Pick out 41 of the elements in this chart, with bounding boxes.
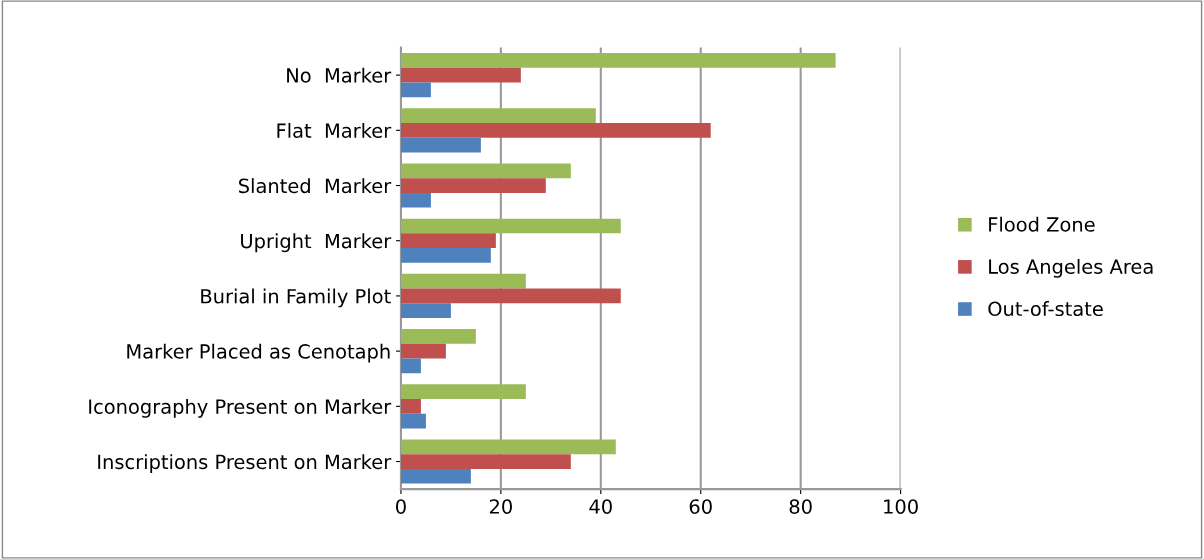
x-tick-label: 80 xyxy=(789,499,812,514)
bar xyxy=(400,439,616,455)
bar xyxy=(400,329,476,344)
legend-label: Los Angeles Area xyxy=(989,258,1153,278)
y-tick-label: Burial in Family Plot xyxy=(201,288,391,308)
y-tick-label: Iconography Present on Marker xyxy=(89,398,392,418)
x-tick-label: 20 xyxy=(489,499,512,514)
y-tick-label: Marker Placed as Cenotaph xyxy=(127,343,390,363)
y-tick-label: Slanted Marker xyxy=(239,178,392,194)
y-tick-label: No Marker xyxy=(287,67,392,83)
bar xyxy=(400,108,596,123)
bar xyxy=(400,67,521,83)
legend-label: Flood Zone xyxy=(989,216,1095,232)
legend-label: Out-of-state xyxy=(988,301,1103,317)
bar xyxy=(400,273,526,289)
bar xyxy=(400,122,711,138)
bar xyxy=(400,358,421,374)
y-tick-label: Upright Marker xyxy=(241,233,392,253)
x-tick-label: 40 xyxy=(589,499,612,514)
bar xyxy=(400,468,471,484)
bar xyxy=(400,303,451,318)
bar xyxy=(400,384,526,399)
y-tick-label: Inscriptions Present on Marker xyxy=(98,454,392,473)
y-tick-label: Flat Marker xyxy=(277,122,392,138)
bar xyxy=(400,454,571,469)
bar xyxy=(400,218,621,234)
bar xyxy=(400,248,491,263)
bar xyxy=(400,343,446,359)
bar xyxy=(400,288,621,304)
bar xyxy=(400,137,481,153)
bar xyxy=(400,82,431,98)
x-tick-label: 60 xyxy=(689,499,712,514)
bar xyxy=(400,398,421,414)
bar xyxy=(400,413,426,429)
x-tick-label: 100 xyxy=(884,499,918,514)
bar xyxy=(400,178,546,193)
bar xyxy=(400,192,431,208)
x-tick-label: 0 xyxy=(396,499,406,514)
bar xyxy=(400,233,496,249)
bar xyxy=(400,53,836,68)
bar xyxy=(400,163,571,179)
